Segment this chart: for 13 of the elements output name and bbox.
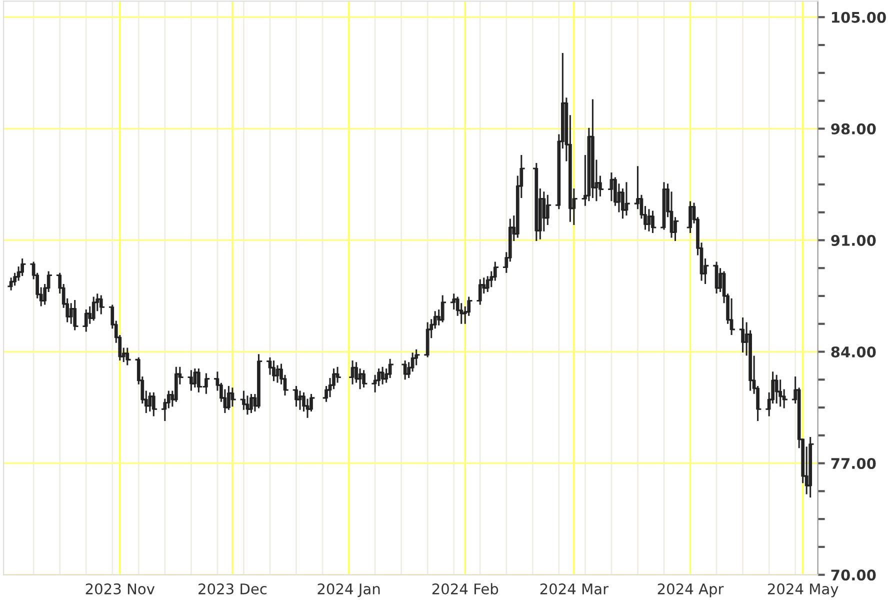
y-tick-label: 105.00 [832,12,886,23]
x-tick-label: 2024 Feb [432,583,498,594]
x-tick-label: 2023 Nov [86,583,155,594]
x-tick-label: 2023 Dec [198,583,267,594]
y-tick-label: 91.00 [831,234,876,246]
y-tick-label: 70.00 [831,570,876,581]
y-tick-label: 98.00 [831,123,876,134]
x-tick-label: 2024 Jan [318,583,380,598]
y-tick-label: 77.00 [831,458,876,470]
x-tick-label: 2024 Mar [540,583,609,594]
x-tick-label: 2024 Apr [658,583,724,598]
y-tick-label: 84.00 [831,346,876,358]
x-tick-label: 2024 May [768,583,838,598]
